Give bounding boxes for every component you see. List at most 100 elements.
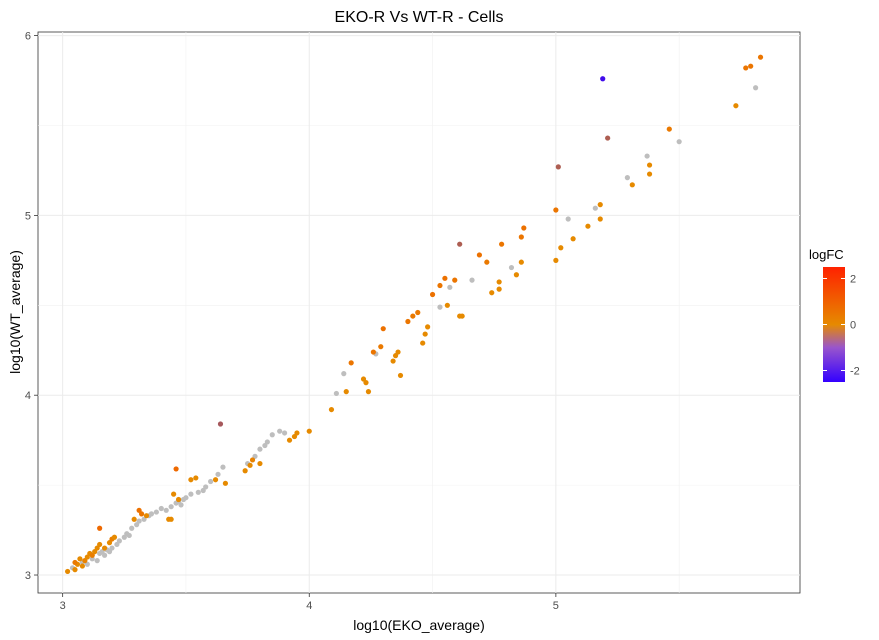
data-point [188, 491, 194, 497]
data-point [143, 513, 150, 519]
data-point [286, 437, 293, 443]
data-point [585, 223, 591, 229]
data-point [676, 139, 682, 145]
data-point [666, 126, 672, 132]
data-point [188, 477, 194, 483]
data-point [370, 349, 376, 355]
data-point [126, 532, 132, 539]
data-point [476, 252, 483, 258]
y-tick-label: 3 [25, 570, 31, 582]
data-point [437, 304, 443, 310]
data-point [215, 471, 221, 477]
x-tick-label: 4 [306, 600, 312, 612]
data-point [646, 162, 653, 168]
data-point [171, 491, 177, 497]
data-point [247, 462, 253, 468]
data-point [136, 518, 142, 524]
data-point [148, 511, 155, 517]
data-point [444, 302, 450, 308]
data-point [521, 225, 527, 231]
data-point [415, 309, 421, 316]
data-point [264, 439, 270, 445]
y-tick-label: 4 [25, 390, 31, 402]
data-point [513, 272, 520, 278]
data-point [341, 371, 347, 377]
data-point [79, 563, 85, 569]
data-point [496, 286, 502, 292]
data-point [753, 85, 759, 91]
data-points [64, 54, 764, 575]
legend-label: -2 [850, 366, 860, 378]
data-point [646, 171, 653, 177]
data-point [499, 241, 505, 247]
data-point [624, 175, 630, 181]
data-point [168, 504, 174, 510]
y-axis-title: log10(WT_average) [7, 250, 23, 374]
data-point [518, 259, 524, 265]
data-point [518, 234, 524, 240]
data-point [183, 495, 189, 501]
data-point [175, 496, 182, 503]
data-point [442, 275, 448, 281]
data-point [420, 340, 426, 346]
data-point [422, 331, 428, 337]
data-point [748, 63, 754, 69]
data-point [129, 525, 135, 531]
data-point [644, 153, 650, 159]
data-point [489, 290, 495, 296]
data-point [629, 182, 635, 188]
data-point [101, 552, 108, 558]
data-point [203, 484, 209, 490]
data-point [328, 406, 335, 413]
data-point [131, 516, 137, 522]
data-point [508, 264, 515, 271]
legend-label: 0 [850, 320, 856, 332]
legend-label: 2 [850, 274, 856, 286]
data-point [277, 428, 283, 434]
color-legend: logFC 2 0 -2 [809, 247, 860, 382]
data-point [733, 103, 739, 109]
data-point [220, 464, 226, 470]
data-point [333, 390, 339, 397]
data-point [343, 389, 349, 395]
y-tick-label: 6 [25, 31, 31, 43]
data-point [469, 277, 475, 283]
x-axis-title: log10(EKO_average) [353, 617, 485, 633]
data-point [208, 478, 214, 485]
data-point [555, 164, 561, 170]
data-point [425, 324, 431, 330]
data-point [72, 567, 78, 573]
data-point [109, 545, 115, 551]
data-point [94, 558, 100, 564]
data-point [553, 207, 559, 213]
data-point [168, 516, 174, 522]
data-point [484, 259, 490, 265]
data-point [600, 76, 606, 82]
data-point [97, 541, 103, 548]
data-point [72, 559, 78, 566]
data-point [380, 326, 386, 332]
data-point [64, 568, 71, 575]
data-point [294, 430, 300, 436]
data-point [429, 291, 436, 298]
data-point [257, 446, 263, 452]
x-axis-ticks: 3 4 5 [60, 593, 559, 612]
data-point [89, 556, 95, 562]
data-point [447, 284, 453, 290]
data-point [597, 216, 603, 222]
data-point [496, 279, 502, 285]
data-point [410, 313, 416, 319]
data-point [395, 349, 401, 355]
data-point [757, 54, 764, 60]
data-point [193, 475, 199, 481]
x-tick-label: 5 [553, 600, 559, 612]
data-point [217, 421, 224, 427]
data-point [459, 313, 465, 319]
y-tick-label: 5 [25, 210, 31, 222]
data-point [257, 460, 263, 467]
data-point [212, 477, 219, 483]
data-point [570, 236, 576, 242]
data-point [242, 468, 248, 474]
y-axis-ticks: 3 4 5 6 [25, 31, 38, 582]
